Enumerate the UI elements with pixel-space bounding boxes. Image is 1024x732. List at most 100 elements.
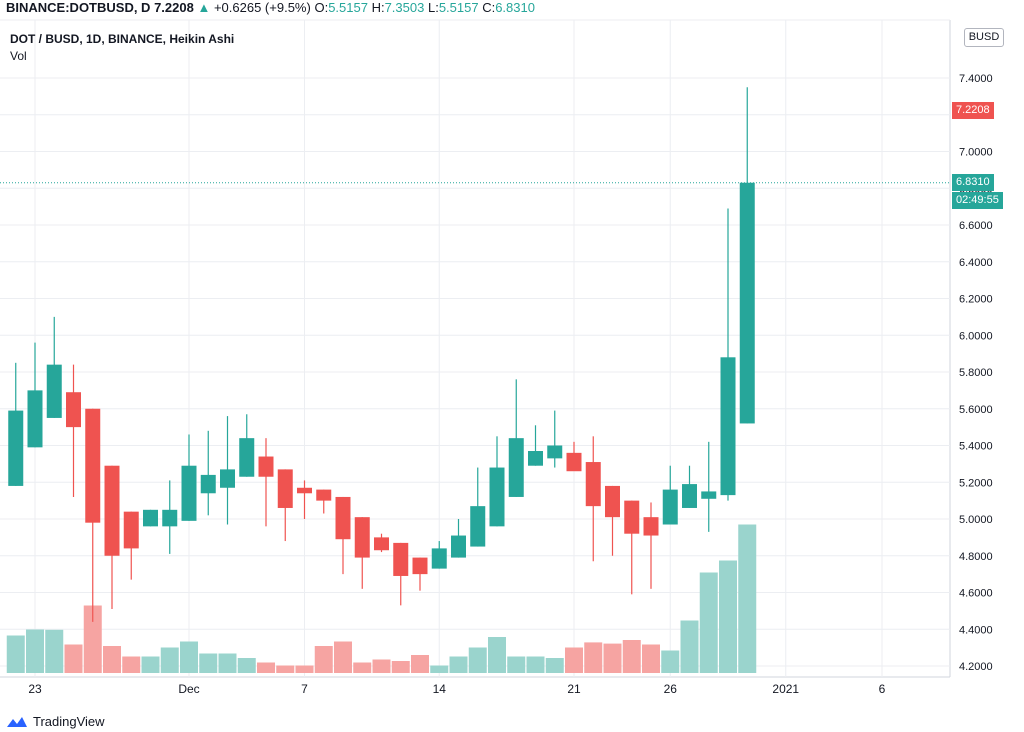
open-value: 5.5157	[328, 0, 368, 15]
volume-bar[interactable]	[334, 641, 352, 674]
y-tick-label: 5.6000	[959, 404, 993, 416]
candle[interactable]	[335, 496, 351, 540]
volume-bar[interactable]	[199, 653, 218, 674]
candle[interactable]	[297, 487, 312, 494]
candle[interactable]	[200, 474, 216, 494]
x-tick-label: 23	[28, 682, 42, 696]
candle[interactable]	[605, 485, 620, 518]
candle[interactable]	[451, 535, 466, 558]
y-tick-label: 4.2000	[959, 661, 993, 673]
volume-bar[interactable]	[468, 647, 487, 674]
candle[interactable]	[489, 467, 505, 527]
volume-bar[interactable]	[83, 605, 102, 674]
candle[interactable]	[585, 462, 601, 507]
candle[interactable]	[354, 517, 370, 558]
volume-bar[interactable]	[141, 656, 160, 674]
candle[interactable]	[470, 506, 486, 547]
y-tick-label: 7.0000	[959, 147, 993, 159]
candle[interactable]	[739, 182, 755, 424]
volume-bar[interactable]	[738, 524, 757, 674]
volume-bar[interactable]	[488, 637, 506, 673]
volume-bar[interactable]	[565, 647, 583, 674]
candle[interactable]	[27, 390, 43, 448]
volume-bar[interactable]	[661, 650, 680, 674]
volume-bar[interactable]	[103, 646, 121, 673]
candle[interactable]	[528, 451, 543, 466]
volume-bar[interactable]	[584, 642, 603, 673]
candle[interactable]	[393, 542, 409, 576]
candle[interactable]	[123, 511, 139, 549]
high-label: H:	[371, 0, 385, 15]
volume-bar[interactable]	[180, 641, 198, 674]
candle[interactable]	[412, 557, 428, 575]
candle[interactable]	[143, 509, 158, 527]
volume-bar[interactable]	[6, 635, 25, 674]
candle[interactable]	[701, 491, 717, 499]
chart-legend-title[interactable]: DOT / BUSD, 1D, BINANCE, Heikin Ashi	[10, 32, 235, 46]
volume-bar[interactable]	[64, 644, 83, 674]
volume-bar[interactable]	[719, 560, 737, 674]
candle[interactable]	[624, 500, 640, 534]
candle[interactable]	[547, 445, 563, 459]
candle[interactable]	[181, 465, 197, 521]
open-label: O:	[314, 0, 329, 15]
volume-bar[interactable]	[45, 629, 64, 673]
volume-bar[interactable]	[391, 661, 410, 673]
candle[interactable]	[46, 364, 62, 418]
candle[interactable]	[8, 410, 24, 486]
volume-bar[interactable]	[622, 640, 641, 673]
volume-bar[interactable]	[295, 665, 314, 674]
candle[interactable]	[374, 537, 389, 551]
volume-bar[interactable]	[218, 653, 237, 674]
candle[interactable]	[162, 509, 178, 527]
candle[interactable]	[104, 465, 120, 556]
y-tick-label: 6.4000	[959, 257, 993, 269]
volume-bar[interactable]	[314, 646, 333, 673]
volume-bar[interactable]	[680, 620, 699, 674]
candle[interactable]	[85, 408, 101, 523]
x-tick-label: 26	[664, 682, 678, 696]
candle[interactable]	[508, 438, 524, 497]
candle[interactable]	[220, 469, 235, 488]
currency-badge[interactable]: BUSD	[964, 28, 1004, 47]
candle[interactable]	[720, 357, 736, 496]
candle[interactable]	[682, 484, 697, 508]
volume-bar[interactable]	[26, 629, 44, 674]
volume-bar[interactable]	[160, 647, 179, 674]
candle[interactable]	[277, 469, 293, 508]
volume-bar[interactable]	[122, 656, 141, 674]
tradingview-logo[interactable]: TradingView	[6, 714, 105, 729]
tradingview-brand: TradingView	[33, 714, 105, 729]
volume-bar[interactable]	[257, 662, 275, 674]
volume-bar[interactable]	[430, 665, 449, 674]
candle[interactable]	[662, 489, 678, 525]
volume-bar[interactable]	[526, 656, 545, 674]
volume-bar[interactable]	[411, 655, 429, 673]
bar-countdown-tag: 02:49:55	[952, 192, 1003, 209]
volume-legend[interactable]: Vol	[10, 49, 27, 63]
candle[interactable]	[66, 392, 81, 428]
volume-bar[interactable]	[237, 658, 256, 673]
candle[interactable]	[566, 452, 582, 472]
candle[interactable]	[258, 456, 274, 477]
symbol-name[interactable]: BINANCE:DOTBUSD, D	[6, 0, 151, 15]
volume-bar[interactable]	[507, 656, 526, 674]
volume-bar[interactable]	[449, 656, 468, 674]
candle[interactable]	[239, 438, 255, 477]
x-tick-label: 14	[433, 682, 447, 696]
candle[interactable]	[316, 489, 332, 501]
close-value: 6.8310	[495, 0, 535, 15]
volume-bar[interactable]	[642, 644, 660, 674]
volume-bar[interactable]	[603, 643, 622, 673]
candle[interactable]	[643, 517, 659, 536]
volume-bar[interactable]	[699, 572, 718, 674]
volume-bar[interactable]	[276, 665, 295, 674]
volume-bar[interactable]	[353, 662, 372, 674]
y-tick-label: 6.6000	[959, 220, 993, 232]
candle[interactable]	[431, 548, 447, 569]
volume-bar[interactable]	[545, 658, 564, 673]
y-tick-label: 5.0000	[959, 514, 993, 526]
x-tick-label: 6	[879, 682, 886, 696]
volume-bar[interactable]	[372, 659, 391, 674]
